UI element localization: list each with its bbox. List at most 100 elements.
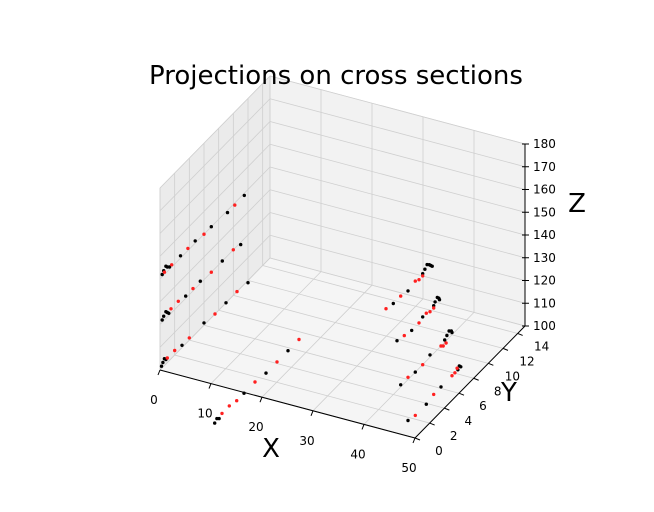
grid-z-side	[159, 143, 271, 257]
data-point-black	[213, 421, 217, 425]
z-tick-label: 170	[533, 160, 556, 174]
data-point-red	[432, 392, 436, 397]
grid-z-side	[159, 98, 271, 212]
x-tick-mark	[157, 369, 161, 376]
data-point-red	[444, 341, 448, 345]
data-point-black	[161, 360, 165, 365]
data-point-red	[235, 399, 239, 403]
data-point-black	[410, 328, 414, 333]
data-point-red	[235, 289, 239, 294]
grid-z-back	[269, 166, 526, 236]
y-tick-label: 14	[534, 339, 549, 353]
data-point-red	[453, 371, 457, 375]
data-point-red	[413, 279, 417, 283]
z-axis-label: Z	[568, 189, 586, 219]
data-point-black	[423, 267, 427, 271]
y-tick-label: 6	[479, 399, 487, 413]
axis-lines	[157, 143, 529, 444]
data-point-black	[246, 281, 250, 285]
y-tick-mark	[488, 362, 494, 366]
data-point-black	[424, 402, 428, 406]
z-tick-label: 110	[533, 296, 556, 310]
chart-title: Projections on cross sections	[149, 61, 523, 91]
data-point-red	[162, 270, 167, 274]
grid-z-side	[159, 234, 271, 348]
data-point-red	[233, 203, 237, 207]
grid-z-side	[159, 121, 271, 234]
data-point-black	[167, 265, 172, 269]
axes-panes	[159, 75, 526, 439]
x-tick-label: 40	[350, 447, 365, 461]
data-point-black	[395, 339, 399, 343]
grid-z-side	[159, 189, 271, 303]
data-point-black	[184, 294, 188, 298]
y-tick-label: 8	[494, 384, 502, 398]
data-point-black	[224, 301, 228, 305]
data-point-black	[239, 242, 243, 247]
grid-x-floor	[363, 312, 475, 425]
data-point-black	[421, 315, 425, 319]
data-point-red	[417, 278, 421, 282]
data-point-red	[421, 274, 425, 278]
grid-y-floor	[218, 309, 474, 379]
x-tick-label: 30	[299, 434, 314, 448]
y-tick-mark	[429, 422, 435, 426]
x-axis-label: X	[262, 434, 280, 464]
grid-z-back	[269, 212, 526, 281]
grid-z-side	[159, 212, 271, 325]
data-point-black	[433, 300, 437, 304]
x-tick-label: 50	[401, 461, 416, 475]
data-point-red	[428, 310, 432, 314]
data-point-black	[193, 239, 197, 243]
data-point-red	[417, 321, 421, 325]
data-point-red	[227, 404, 231, 408]
y-tick-mark	[502, 347, 509, 351]
y-tick-label: 4	[465, 414, 473, 428]
y-tick-mark	[458, 392, 465, 396]
data-point-black	[439, 385, 443, 389]
grid-z-side	[159, 75, 271, 189]
data-point-red	[169, 307, 173, 311]
data-point-black	[445, 333, 449, 338]
z-tick-label: 130	[533, 251, 556, 265]
data-point-red	[455, 366, 459, 370]
data-point-black	[413, 370, 417, 374]
data-point-red	[220, 411, 224, 416]
x-tick-mark	[361, 424, 365, 430]
data-point-black	[399, 383, 403, 387]
data-point-black	[217, 416, 221, 421]
data-point-red	[202, 232, 206, 236]
grid-y-floor	[233, 294, 489, 364]
data-point-red	[209, 270, 213, 274]
data-point-red	[275, 360, 279, 364]
z-tick-label: 160	[533, 183, 556, 197]
data-point-black	[406, 418, 410, 423]
x-tick-label: 0	[150, 393, 158, 407]
data-point-black	[162, 314, 166, 318]
data-point-red	[421, 363, 425, 367]
data-point-black	[167, 311, 171, 315]
grid-y-floor	[203, 324, 460, 394]
data-point-red	[450, 374, 454, 378]
tick-labels: 0102030405002468101214100110120130140150…	[150, 137, 556, 475]
data-point-black	[443, 338, 447, 342]
y-tick-label: 2	[450, 429, 458, 443]
z-tick-label: 140	[533, 228, 556, 242]
data-point-black	[428, 353, 432, 357]
data-point-red	[176, 299, 180, 303]
data-point-red	[399, 294, 403, 298]
data-point-red	[297, 337, 301, 342]
data-point-red	[402, 333, 406, 338]
grid-z-back	[269, 98, 526, 168]
grid-z-back	[269, 121, 526, 190]
data-point-black	[242, 193, 246, 198]
data-point-red	[253, 380, 257, 384]
grid-y-floor	[174, 354, 430, 424]
grid-x-floor	[261, 284, 373, 398]
y-tick-mark	[444, 407, 450, 411]
data-point-black	[159, 364, 164, 368]
data-point-red	[413, 413, 417, 418]
data-point-black	[286, 349, 290, 353]
grid-x-floor	[210, 271, 322, 384]
